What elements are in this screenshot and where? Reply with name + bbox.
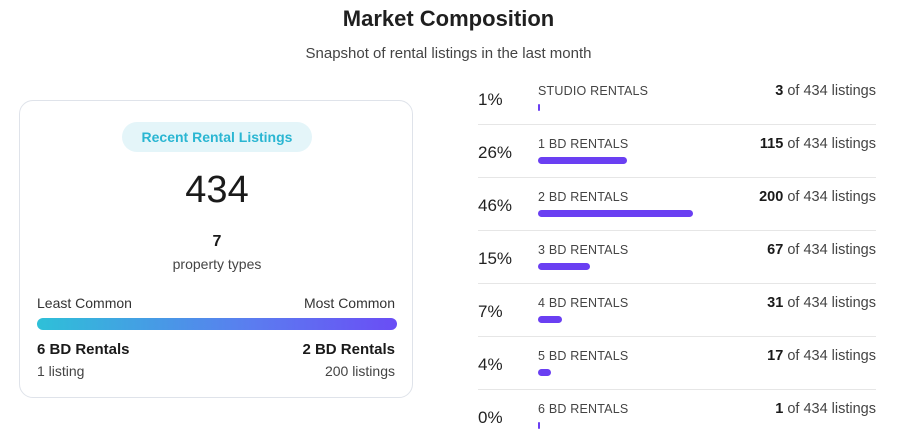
composition-list: 1% STUDIO RENTALS 3 of 434 listings 26% 1 BD… <box>478 72 876 442</box>
composition-count: 115 of 434 listings <box>760 136 876 152</box>
property-types-count: 7 <box>212 233 222 250</box>
composition-percent: 26% <box>478 143 513 162</box>
page-title: Market Composition <box>342 6 555 31</box>
recent-listings-badge: Recent Rental Listings <box>122 122 312 152</box>
composition-percent: 4% <box>478 355 503 374</box>
composition-category-label: 6 BD RENTALS <box>538 402 629 416</box>
composition-row: 4% 5 BD RENTALS 17 of 434 listings <box>478 337 876 390</box>
composition-count-value: 200 <box>759 189 784 205</box>
composition-bar <box>538 263 590 270</box>
composition-count-suffix: of 434 listings <box>787 136 876 152</box>
composition-row: 1% STUDIO RENTALS 3 of 434 listings <box>478 72 876 125</box>
composition-bar <box>538 422 540 429</box>
composition-category-label: 4 BD RENTALS <box>538 296 629 310</box>
composition-count: 67 of 434 listings <box>767 242 876 258</box>
composition-count-suffix: of 434 listings <box>787 348 876 364</box>
composition-category-label: 5 BD RENTALS <box>538 349 629 363</box>
composition-count-suffix: of 434 listings <box>787 83 876 99</box>
composition-bar <box>538 316 562 323</box>
least-common-count: 1 listing <box>37 363 85 379</box>
composition-percent: 0% <box>478 408 503 427</box>
composition-count-suffix: of 434 listings <box>787 242 876 258</box>
most-common-count: 200 listings <box>324 363 395 379</box>
composition-count-value: 67 <box>767 242 784 258</box>
composition-count: 17 of 434 listings <box>767 348 876 364</box>
frequency-gradient-bar <box>37 318 397 330</box>
property-types-label: property types <box>172 256 262 272</box>
composition-bar <box>538 369 551 376</box>
composition-row: 0% 6 BD RENTALS 1 of 434 listings <box>478 390 876 442</box>
composition-row: 46% 2 BD RENTALS 200 of 434 listings <box>478 178 876 231</box>
composition-count-value: 31 <box>767 295 784 311</box>
composition-bar <box>538 210 693 217</box>
composition-percent: 1% <box>478 90 503 109</box>
composition-percent: 46% <box>478 196 513 215</box>
least-common-label: Least Common <box>37 295 132 311</box>
composition-count-value: 1 <box>775 401 784 417</box>
composition-row: 7% 4 BD RENTALS 31 of 434 listings <box>478 284 876 337</box>
page-subtitle: Snapshot of rental listings in the last … <box>305 45 592 62</box>
composition-category-label: STUDIO RENTALS <box>538 84 649 98</box>
composition-count-suffix: of 434 listings <box>787 401 876 417</box>
composition-row: 26% 1 BD RENTALS 115 of 434 listings <box>478 125 876 178</box>
composition-count: 200 of 434 listings <box>759 189 876 205</box>
total-listings-count: 434 <box>185 169 249 211</box>
composition-percent: 15% <box>478 249 513 268</box>
composition-count-suffix: of 434 listings <box>787 295 876 311</box>
summary-card: Recent Rental Listings 434 7 property ty… <box>19 100 413 398</box>
composition-category-label: 1 BD RENTALS <box>538 137 629 151</box>
composition-count-value: 115 <box>759 136 784 152</box>
most-common-type: 2 BD Rentals <box>302 341 395 358</box>
composition-bar <box>538 104 540 111</box>
composition-row: 15% 3 BD RENTALS 67 of 434 listings <box>478 231 876 284</box>
composition-count-suffix: of 434 listings <box>787 189 876 205</box>
composition-category-label: 2 BD RENTALS <box>538 190 629 204</box>
composition-count-value: 17 <box>767 348 784 364</box>
composition-count: 1 of 434 listings <box>775 401 876 417</box>
composition-bar <box>538 157 627 164</box>
most-common-label: Most Common <box>303 295 395 311</box>
composition-percent: 7% <box>478 302 503 321</box>
composition-count: 3 of 434 listings <box>775 83 876 99</box>
composition-count: 31 of 434 listings <box>767 295 876 311</box>
composition-count-value: 3 <box>775 83 784 99</box>
least-common-type: 6 BD Rentals <box>37 341 130 358</box>
composition-category-label: 3 BD RENTALS <box>538 243 629 257</box>
